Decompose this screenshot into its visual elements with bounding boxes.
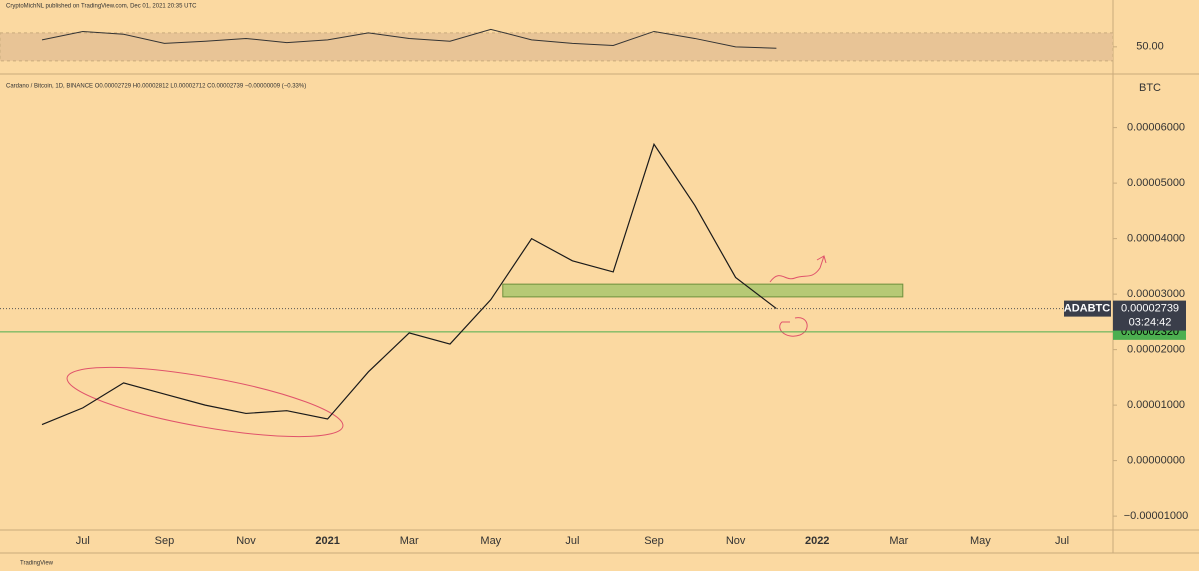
price-tag xyxy=(1113,300,1186,331)
drawing-arrow xyxy=(769,255,825,283)
y-tick-label: 0.00004000 xyxy=(1127,233,1185,245)
symbol-tag xyxy=(1064,300,1111,317)
y-tick-label: 0.00005000 xyxy=(1127,177,1185,189)
x-tick-label: Mar xyxy=(889,535,908,547)
rsi-tick-label: 50.00 xyxy=(1136,41,1164,53)
x-tick-label: Nov xyxy=(236,535,256,547)
rsi-band xyxy=(0,32,1114,62)
y-axis-label: BTC xyxy=(1139,82,1161,94)
countdown-label: 03:24:42 xyxy=(1129,317,1172,329)
x-tick-label: Sep xyxy=(644,535,664,547)
symbol-info: Cardano / Bitcoin, 1D, BINANCE O0.000027… xyxy=(6,84,306,90)
x-tick-label: Mar xyxy=(400,535,419,547)
y-tick-label: 0.00003000 xyxy=(1127,288,1185,300)
x-tick-label: May xyxy=(970,535,991,547)
drawing-arrow-head xyxy=(816,255,827,264)
price-label: 0.00002739 xyxy=(1121,303,1179,315)
y-tick-label: 0.00002000 xyxy=(1127,344,1185,356)
y-tick-label: 0.00001000 xyxy=(1127,399,1185,411)
x-tick-label: 2021 xyxy=(315,535,339,547)
symbol-label: ADABTC xyxy=(1064,303,1110,315)
rsi-line xyxy=(41,28,777,49)
drawing-ellipse xyxy=(66,366,344,438)
support-zone xyxy=(502,283,904,298)
x-tick-label: May xyxy=(480,535,501,547)
x-tick-label: Nov xyxy=(726,535,746,547)
y-tick-label: −0.00001000 xyxy=(1124,510,1189,522)
x-tick-label: Sep xyxy=(155,535,175,547)
header: CryptoMichNL published on TradingView.co… xyxy=(6,4,197,10)
y-tick-label: 0.00006000 xyxy=(1127,122,1185,134)
drawing-circle xyxy=(779,317,808,337)
x-tick-label: Jul xyxy=(565,535,579,547)
price-line xyxy=(41,142,777,426)
x-tick-label: 2022 xyxy=(805,535,829,547)
x-tick-label: Jul xyxy=(76,535,90,547)
y-tick-label: 0.00000000 xyxy=(1127,455,1185,467)
footer: TradingView xyxy=(20,561,54,567)
x-tick-label: Jul xyxy=(1055,535,1069,547)
